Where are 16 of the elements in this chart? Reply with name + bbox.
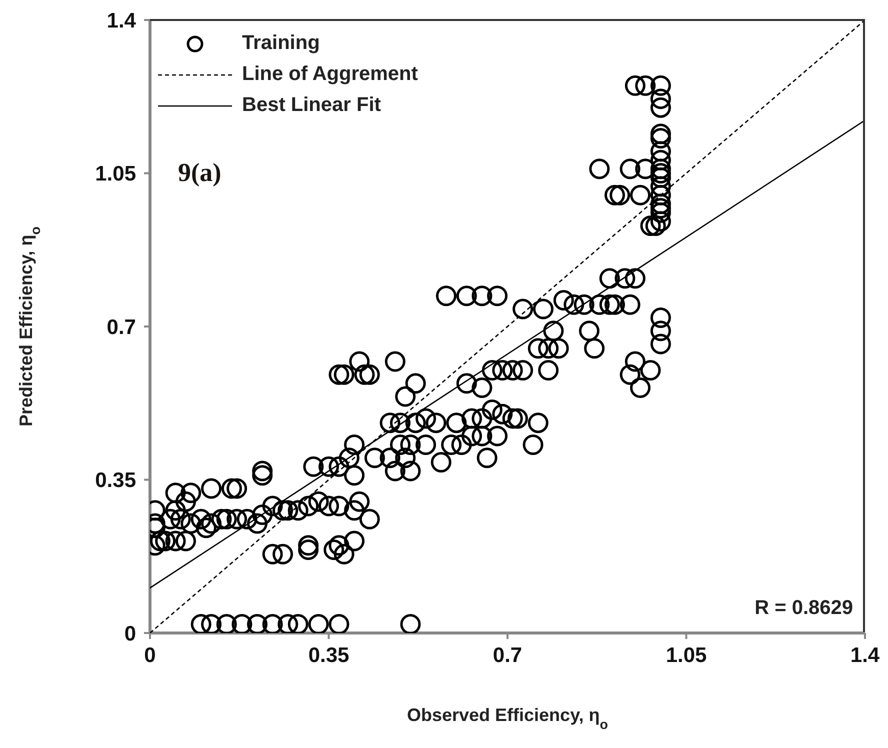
x-axis-title: Observed Efficiency, η$_{o}$ xyxy=(407,705,608,732)
x-tick-label: 0 xyxy=(144,644,156,667)
legend-label: Training xyxy=(242,31,320,56)
annotation: 9(a) xyxy=(178,158,222,188)
legend-label: Line of Aggrement xyxy=(242,62,418,87)
y-tick-label: 0.7 xyxy=(106,316,136,339)
y-tick-label: 0 xyxy=(124,622,136,646)
legend-label: Best Linear Fit xyxy=(242,93,381,118)
annotation: R = 0.8629 xyxy=(754,597,853,620)
x-tick-label: 0.35 xyxy=(308,644,350,667)
y-tick-label: 1.4 xyxy=(106,9,136,32)
y-tick-label: 0.35 xyxy=(95,469,136,492)
x-tick-label: 1.05 xyxy=(666,644,708,667)
x-tick-label: 0.7 xyxy=(492,644,522,667)
x-tick-label: 1.4 xyxy=(850,644,880,667)
y-tick-label: 1.05 xyxy=(95,162,136,186)
